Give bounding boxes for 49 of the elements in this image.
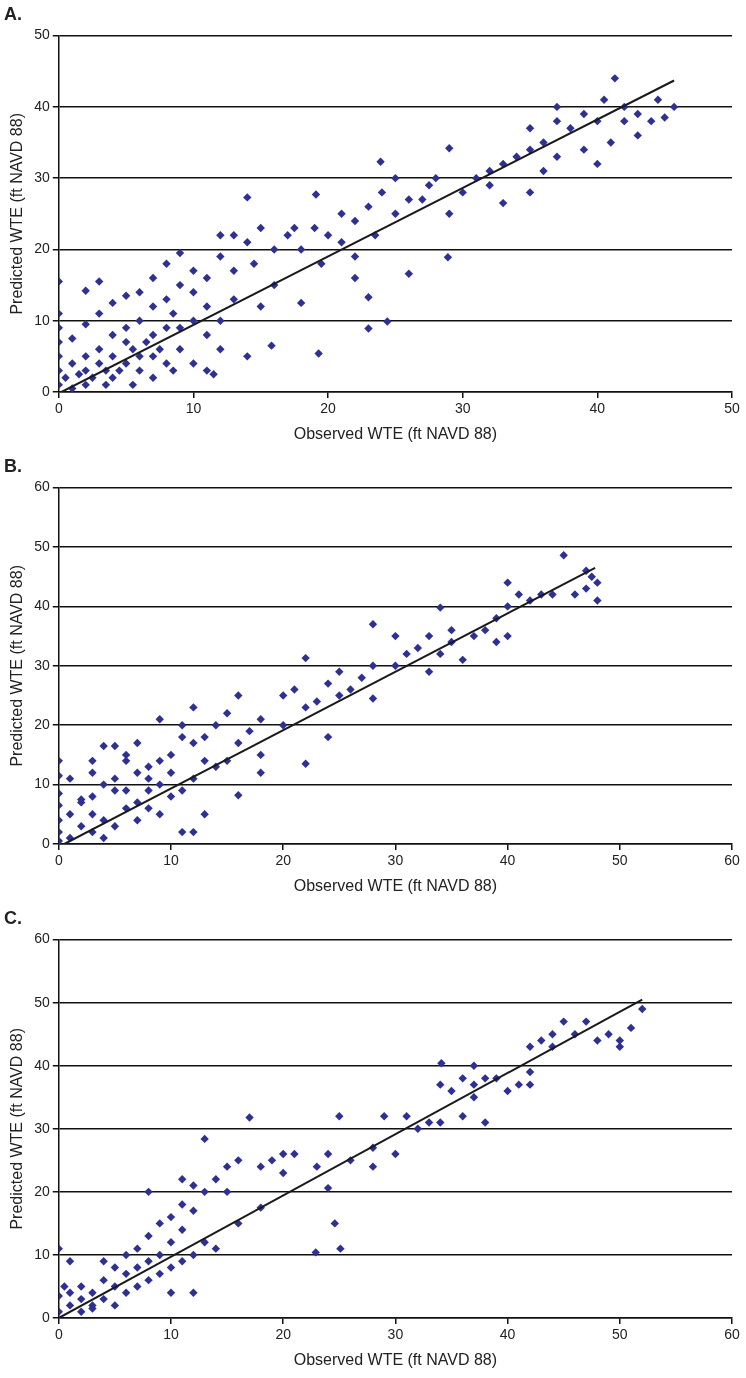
x-tick-label: 10 [185, 400, 202, 417]
x-tick-label: 50 [724, 400, 740, 417]
y-tick-label: 20 [34, 1182, 50, 1199]
y-tick-label: 50 [34, 993, 50, 1010]
x-tick-label: 30 [387, 852, 404, 869]
x-tick-label: 30 [454, 400, 471, 417]
y-tick-label: 60 [34, 930, 50, 947]
x-axis-title: Observed WTE (ft NAVD 88) [293, 424, 498, 442]
y-tick-label: 0 [41, 834, 50, 851]
x-tick-label: 20 [320, 400, 337, 417]
x-tick-label: 10 [163, 852, 179, 869]
y-tick-label: 20 [34, 716, 50, 733]
y-tick-label: 30 [34, 169, 50, 186]
chart-title: B. [4, 455, 22, 476]
chart-title: A. [4, 3, 22, 24]
x-tick-label: 30 [387, 1326, 404, 1343]
y-tick-label: 0 [41, 1308, 50, 1325]
y-axis-title: Predicted WTE (ft NAVD 88) [8, 1028, 26, 1230]
x-tick-label: 0 [54, 1326, 63, 1343]
x-tick-label: 50 [612, 1326, 628, 1343]
x-axis-title: Observed WTE (ft NAVD 88) [293, 1350, 498, 1368]
x-tick-label: 60 [724, 852, 740, 869]
x-tick-label: 50 [612, 852, 628, 869]
y-axis-title: Predicted WTE (ft NAVD 88) [8, 565, 26, 767]
y-tick-label: 0 [41, 382, 50, 399]
x-tick-label: 40 [499, 852, 516, 869]
y-tick-label: 40 [34, 1056, 50, 1073]
y-tick-label: 30 [34, 1119, 50, 1136]
chart-title: C. [4, 907, 22, 928]
x-axis-title: Observed WTE (ft NAVD 88) [293, 876, 498, 894]
y-tick-label: 40 [34, 97, 50, 114]
x-tick-label: 20 [275, 1326, 292, 1343]
x-tick-label: 0 [54, 852, 63, 869]
x-tick-label: 40 [589, 400, 606, 417]
y-tick-label: 50 [34, 26, 50, 43]
x-tick-label: 10 [163, 1326, 179, 1343]
y-tick-label: 30 [34, 656, 50, 673]
y-tick-label: 10 [34, 1245, 50, 1262]
x-tick-label: 40 [499, 1326, 516, 1343]
y-tick-label: 40 [34, 597, 50, 614]
y-axis-title: Predicted WTE (ft NAVD 88) [8, 113, 26, 315]
x-tick-label: 60 [724, 1326, 740, 1343]
x-tick-label: 20 [275, 852, 292, 869]
y-tick-label: 20 [34, 240, 50, 257]
x-tick-label: 0 [54, 400, 63, 417]
y-tick-label: 10 [34, 311, 50, 328]
y-tick-label: 50 [34, 537, 50, 554]
y-tick-label: 10 [34, 775, 50, 792]
y-tick-label: 60 [34, 478, 50, 495]
